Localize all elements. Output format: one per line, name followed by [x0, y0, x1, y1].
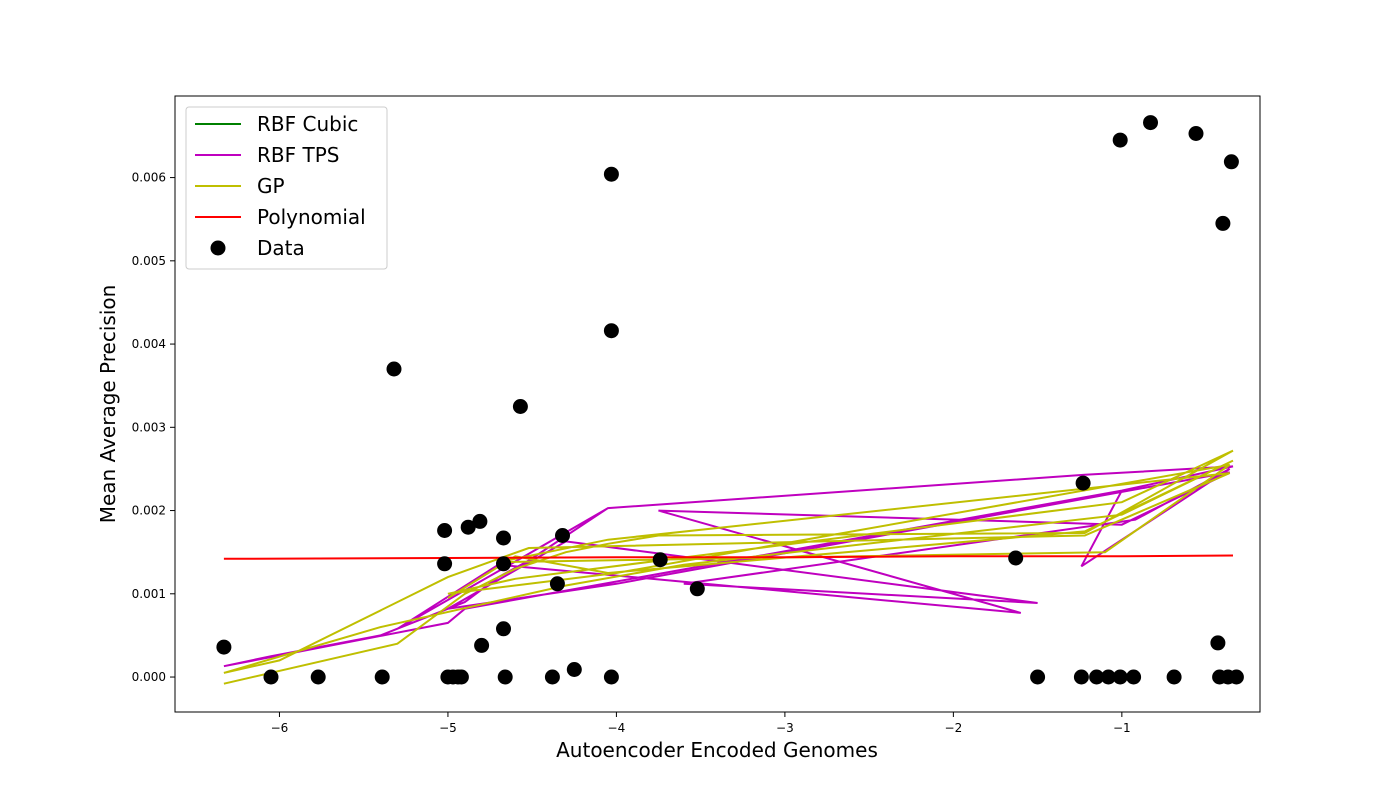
legend-box — [185, 106, 388, 270]
data-point — [544, 669, 560, 685]
data-point — [603, 323, 619, 339]
data-point — [453, 669, 469, 685]
data-point — [496, 556, 511, 572]
data-point — [1073, 669, 1089, 685]
data-point — [1223, 154, 1239, 170]
data-point — [1030, 669, 1046, 685]
data-point — [474, 637, 490, 653]
data-point — [603, 166, 619, 182]
data-point — [652, 552, 668, 568]
legend-label-polynomial: Polynomial — [257, 205, 366, 229]
y-tick-label: 0.000 — [132, 670, 166, 684]
series-line-gp — [223, 449, 1234, 685]
plot-markers — [216, 115, 1244, 685]
data-point — [566, 662, 582, 677]
data-point — [1215, 215, 1231, 231]
data-point — [496, 621, 511, 637]
x-tick-label: −4 — [608, 721, 626, 735]
plot-frame — [174, 95, 1261, 713]
data-point — [1143, 115, 1158, 131]
y-tick-label: 0.005 — [132, 254, 166, 268]
x-tick-label: −3 — [776, 721, 794, 735]
data-point — [472, 513, 488, 529]
data-point — [603, 669, 619, 685]
legend: RBF Cubic RBF TPS GP Polynomial Data — [185, 106, 388, 270]
x-tick-label: −1 — [1113, 721, 1131, 735]
data-point — [1089, 669, 1105, 685]
data-point — [512, 399, 528, 414]
legend-label-rbf-cubic: RBF Cubic — [257, 112, 358, 136]
data-point — [1112, 132, 1128, 148]
data-point — [216, 639, 232, 655]
data-point — [496, 530, 511, 546]
x-axis-ticks: −6 −5 −4 −3 −2 −1 — [271, 712, 1131, 735]
legend-label-gp: GP — [257, 174, 285, 198]
data-point — [1188, 126, 1204, 141]
data-point — [1100, 669, 1116, 685]
x-tick-label: −6 — [271, 721, 289, 735]
data-point — [374, 669, 390, 685]
data-point — [437, 523, 453, 538]
data-point — [1166, 669, 1182, 685]
data-point — [549, 576, 565, 592]
x-tick-label: −5 — [439, 721, 457, 735]
data-point — [460, 519, 476, 535]
data-point — [1008, 550, 1024, 566]
x-tick-label: −2 — [945, 721, 963, 735]
data-point — [1126, 669, 1142, 685]
data-point — [310, 669, 326, 685]
legend-label-data: Data — [257, 236, 305, 260]
data-point — [1075, 475, 1091, 491]
legend-swatch-data — [210, 240, 226, 256]
y-tick-label: 0.004 — [132, 337, 166, 351]
legend-label-rbf-tps: RBF TPS — [257, 143, 339, 167]
series-line-rbf-tps — [223, 465, 1234, 668]
data-point — [1228, 669, 1244, 685]
y-tick-label: 0.002 — [132, 504, 166, 518]
data-point — [497, 669, 513, 685]
y-tick-label: 0.003 — [132, 420, 166, 434]
data-point — [1210, 635, 1226, 651]
data-point — [1112, 669, 1128, 685]
y-tick-label: 0.001 — [132, 587, 166, 601]
y-axis-ticks: 0.000 0.001 0.002 0.003 0.004 0.005 0.006 — [132, 171, 175, 684]
y-tick-label: 0.006 — [132, 171, 166, 185]
data-point — [555, 528, 570, 543]
data-point — [263, 669, 279, 685]
x-axis-label: Autoencoder Encoded Genomes — [556, 738, 878, 762]
data-point — [437, 556, 453, 572]
data-point — [689, 581, 705, 597]
data-point — [386, 361, 402, 377]
y-axis-label: Mean Average Precision — [96, 285, 120, 524]
